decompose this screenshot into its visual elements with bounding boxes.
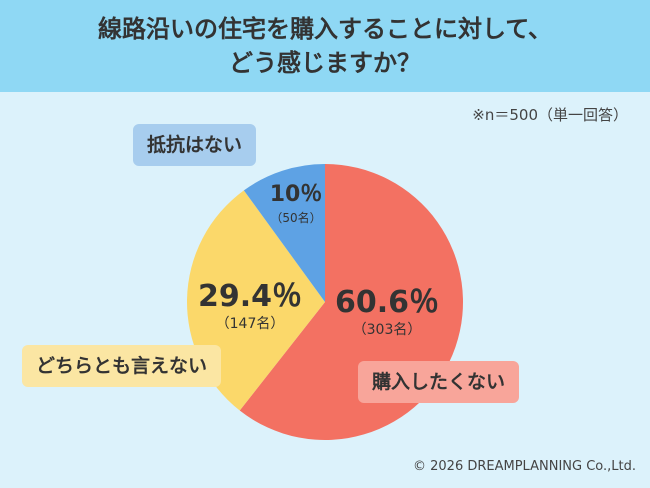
chart-title-line-2: どう感じますか？ xyxy=(229,49,421,77)
slice-label-neutral: 29.4％ （147名） xyxy=(198,280,302,334)
legend-tag-not-want: 購入したくない xyxy=(358,361,520,403)
slice-percent-no-resistance: 10％ xyxy=(269,182,323,207)
slice-label-no-resistance: 10％ （50名） xyxy=(270,182,323,228)
pie-slice-neutral xyxy=(186,190,325,411)
slice-percent-neutral: 29.4％ xyxy=(197,279,303,314)
slice-label-not-want: 60.6％ （303名） xyxy=(335,286,439,340)
pie-slice-no-resistance xyxy=(243,164,325,302)
slice-count-no-resistance: （50名） xyxy=(270,211,322,225)
legend-tag-neutral: どちらとも言えない xyxy=(22,345,222,387)
copyright-text: © 2026 DREAMPLANNING Co.,Ltd. xyxy=(413,459,636,474)
sample-size-note: ※n＝500（単一回答） xyxy=(472,106,628,124)
slice-count-neutral: （147名） xyxy=(215,316,285,332)
chart-header: 線路沿いの住宅を購入することに対して、 どう感じますか？ xyxy=(0,0,650,92)
legend-tag-no-resistance: 抵抗はない xyxy=(133,124,257,166)
slice-percent-not-want: 60.6％ xyxy=(334,285,440,320)
chart-title-line-1: 線路沿いの住宅を購入することに対して、 xyxy=(97,15,553,43)
slice-count-not-want: （303名） xyxy=(352,322,422,338)
